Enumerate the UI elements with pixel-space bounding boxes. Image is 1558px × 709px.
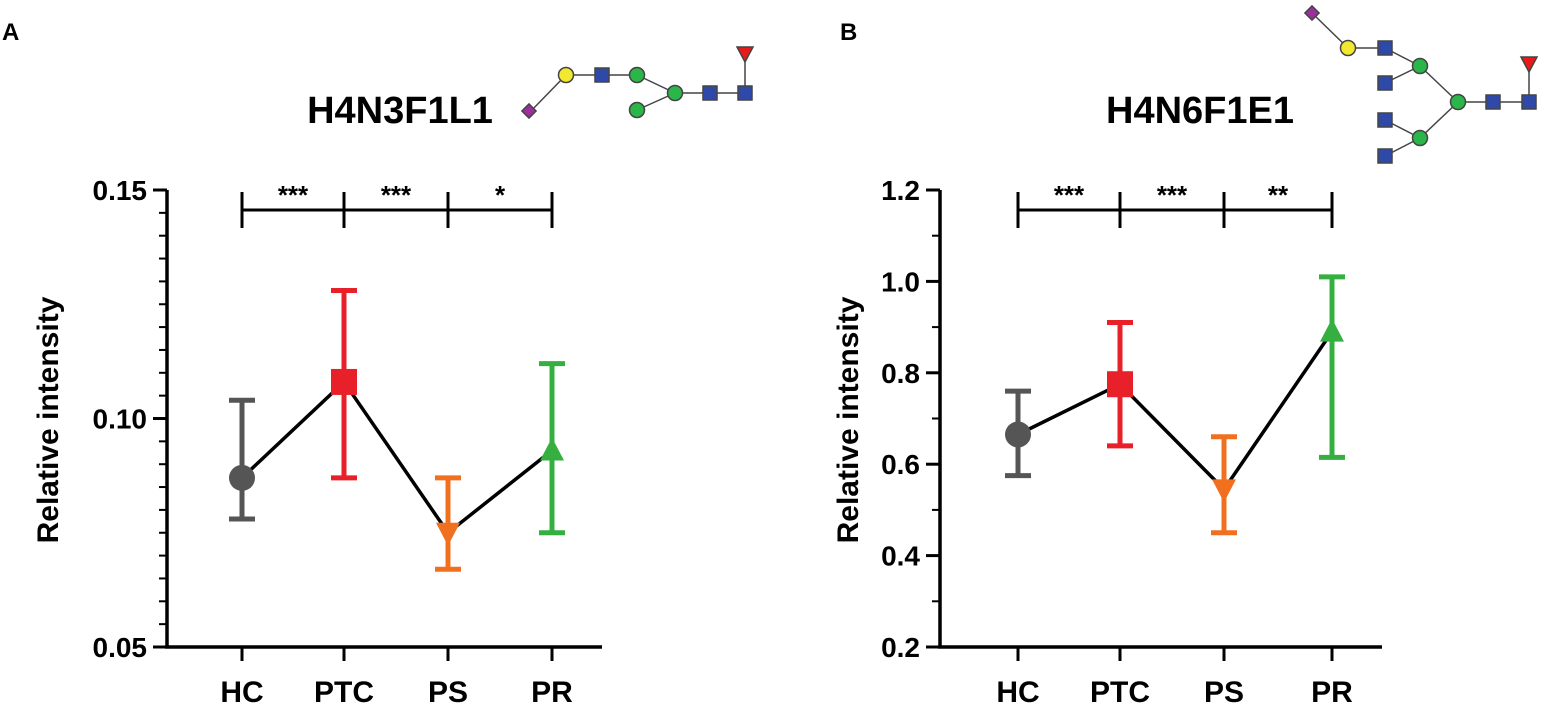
chart-title-b: H4N6F1E1 [1106,90,1294,132]
y-tick-label-a: 0.15 [93,175,148,206]
y-ticks-a: 0.05 0.10 0.15 [93,175,167,663]
y-tick-label-b: 0.4 [881,541,920,572]
chart-title-a: H4N3F1L1 [307,90,493,132]
x-tick-label-b: PR [1311,676,1353,709]
error-bars-a [229,288,565,572]
x-tick-label-b: PTC [1090,676,1150,709]
y-ticks-b: 0.2 0.4 0.6 0.8 1.0 1.2 [881,175,940,663]
data-point-triangle-up-b [1320,318,1344,342]
glycan-structure-icon-a [520,46,755,120]
axes-b [938,190,1382,649]
panel-label-b: B [840,19,857,46]
data-point-triangle-down-a [436,522,460,546]
data-point-circle-a [229,464,255,491]
y-axis-label-a: Relative intensity [32,296,65,543]
data-point-square-a [331,368,357,395]
x-ticks-a: HC PTC PS PR [220,647,573,709]
y-tick-label-a: 0.05 [93,632,148,663]
y-tick-label-b: 0.6 [881,449,920,480]
significance-stars-a: * [495,180,506,210]
data-point-square-b [1107,371,1133,398]
series-polyline-a [240,379,554,536]
x-tick-label-a: PTC [314,676,374,709]
significance-brackets-a: *** *** * [240,180,554,228]
data-point-triangle-up-a [540,437,564,461]
x-tick-label-a: PS [428,676,468,709]
significance-stars-a: *** [278,180,309,210]
x-tick-label-a: HC [220,676,263,709]
series-line-a [240,379,554,536]
error-bars-b [1005,274,1345,536]
x-tick-label-b: HC [996,676,1039,709]
y-tick-label-a: 0.10 [93,404,148,435]
significance-stars-b: *** [1157,180,1188,210]
y-tick-label-b: 1.0 [881,266,920,297]
y-tick-label-b: 0.8 [881,358,920,389]
significance-brackets-b: *** *** ** [1016,180,1334,228]
x-tick-label-a: PR [531,676,573,709]
panel-b: B H4N6F1E1 Relative intensity [832,4,1539,709]
series-line-b [1017,330,1334,493]
significance-stars-b: ** [1268,180,1289,210]
y-tick-label-b: 1.2 [881,175,920,206]
y-axis-label-b: Relative intensity [832,296,865,543]
panel-a: A H4N3F1L1 Relative intensity 0.050.100.… [2,19,755,709]
data-point-circle-b [1005,421,1031,448]
panel-label-a: A [2,19,19,46]
series-polyline-b [1017,330,1334,493]
significance-stars-a: *** [381,180,412,210]
data-point-triangle-down-b [1212,479,1236,503]
axes-a [165,190,602,649]
markers-b [1005,318,1344,503]
significance-stars-b: *** [1054,180,1085,210]
glycan-structure-icon-b [1303,4,1539,164]
y-tick-label-b: 0.2 [881,632,920,663]
x-ticks-b: HC PTC PS PR [996,647,1353,709]
markers-a [229,368,564,546]
x-tick-label-b: PS [1204,676,1244,709]
